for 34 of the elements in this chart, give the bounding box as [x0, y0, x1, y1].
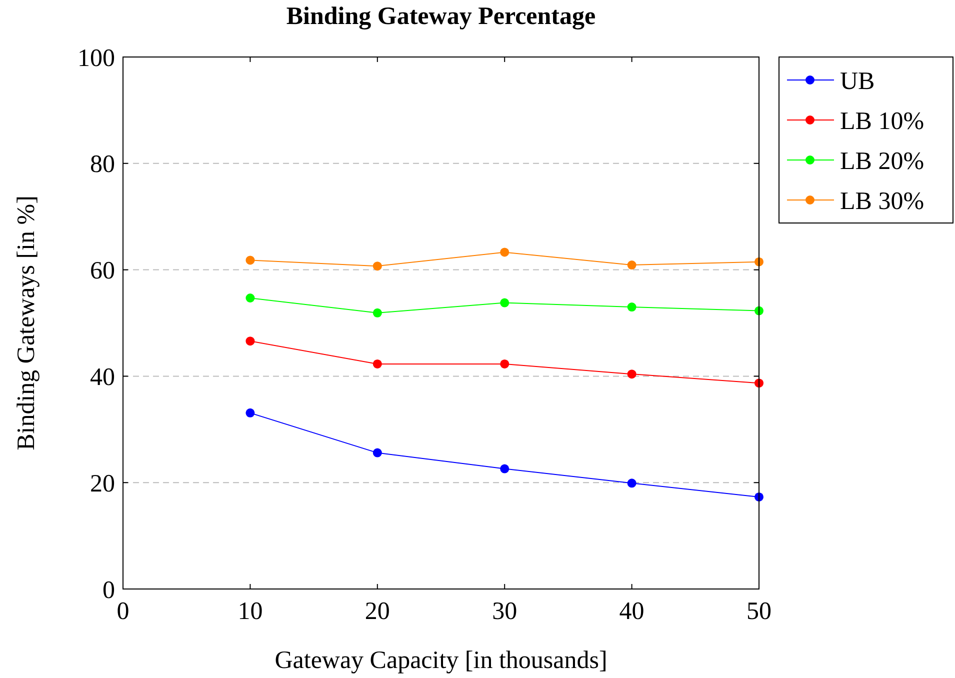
legend-label: LB 30% [840, 188, 924, 215]
y-tick-label: 100 [78, 44, 115, 72]
y-tick-label: 40 [90, 364, 115, 391]
point [627, 478, 636, 488]
x-tick-label: 20 [364, 598, 390, 625]
point [246, 336, 255, 346]
point [500, 248, 510, 257]
y-tick-label: 60 [90, 258, 115, 285]
x-axis-title: Gateway Capacity [in thousands] [274, 647, 608, 674]
y-axis-title: Binding Gateways [in %] [13, 196, 40, 450]
legend-label: LB 20% [840, 148, 924, 175]
x-tick-label: 50 [746, 598, 772, 625]
x-tick-label: 40 [619, 598, 644, 625]
point [372, 308, 382, 318]
point [500, 359, 510, 368]
point [246, 293, 255, 302]
point [627, 260, 636, 270]
y-tick-label: 80 [90, 151, 115, 178]
chart-title: Binding Gateway Percentage [286, 3, 596, 30]
y-tick-label: 20 [90, 470, 115, 498]
point [627, 302, 636, 312]
y-tick-label: 0 [102, 576, 115, 604]
point [372, 359, 382, 368]
point [500, 298, 510, 308]
point [500, 464, 510, 474]
point [372, 262, 382, 271]
point [246, 256, 255, 265]
x-tick-label: 30 [492, 598, 518, 625]
point [372, 448, 382, 458]
legend-label: LB 10% [840, 108, 924, 135]
legend-label: UB [840, 68, 875, 95]
x-tick-label: 10 [238, 598, 263, 625]
point [246, 408, 255, 418]
point [627, 370, 636, 379]
